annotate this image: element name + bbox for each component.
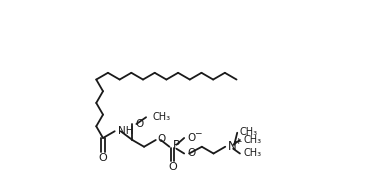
Text: CH₃: CH₃ bbox=[244, 135, 262, 145]
Text: O: O bbox=[135, 119, 143, 129]
Text: N: N bbox=[228, 140, 237, 153]
Text: +: + bbox=[234, 137, 242, 146]
Text: O: O bbox=[187, 133, 195, 143]
Text: CH₃: CH₃ bbox=[244, 148, 262, 158]
Text: P: P bbox=[172, 139, 180, 152]
Text: O: O bbox=[158, 134, 166, 144]
Text: CH₃: CH₃ bbox=[152, 112, 170, 122]
Text: O: O bbox=[187, 148, 195, 158]
Text: CH₃: CH₃ bbox=[239, 127, 257, 137]
Text: NH: NH bbox=[118, 126, 133, 136]
Text: −: − bbox=[194, 129, 201, 137]
Text: O: O bbox=[99, 153, 107, 163]
Text: O: O bbox=[168, 162, 177, 172]
